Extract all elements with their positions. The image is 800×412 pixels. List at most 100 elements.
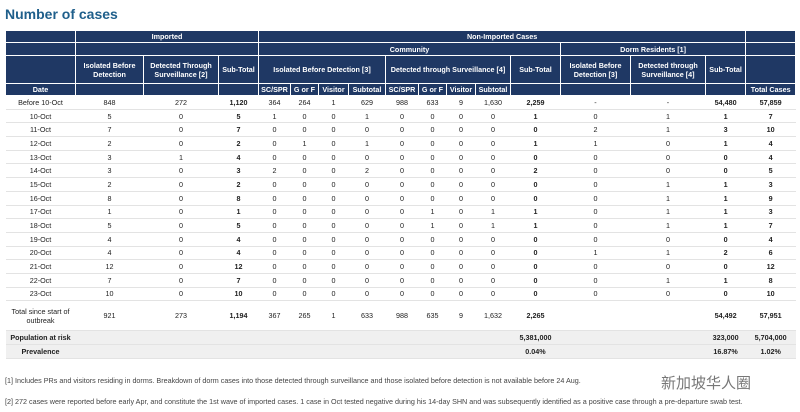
cell: 0 [560,163,631,179]
cell: 0 [143,205,219,220]
column-header: Date [5,83,76,96]
cell: 0 [318,273,349,288]
cell: 1 [705,273,746,288]
row-label: 21-Oct [5,259,76,274]
cell: 54,492 [705,300,746,332]
row-label: 17-Oct [5,205,76,220]
cell: 0 [143,287,219,302]
cell: 0 [560,177,631,192]
cell: 0 [560,205,631,220]
cell: 0 [446,287,476,302]
cell: 264 [290,95,319,110]
blank [258,330,291,346]
cell: 0 [290,246,319,261]
cell: 0 [475,122,511,138]
cell: 1 [630,246,706,261]
cell: 57,951 [745,300,796,332]
cell: 0 [348,259,386,274]
cell: 1 [318,95,349,110]
cell: 1 [630,218,706,233]
row-label: 19-Oct [5,232,76,247]
cell: 1 [510,205,561,220]
blank [290,330,319,346]
cell: 0 [143,177,219,192]
cell: 1 [143,150,219,165]
table-row: 17-Oct 1 0 1 0 0 0 0 0 1 0 1 1 0 1 1 3 [5,205,796,220]
cell: 1 [510,136,561,151]
cell: 0 [348,191,386,206]
cell: 0 [630,232,706,247]
cell: 0 [348,232,386,247]
cell: 0 [348,218,386,233]
cell: 635 [418,300,447,332]
blank [418,344,447,360]
cell: 10 [75,287,144,302]
cell: 1,194 [218,300,259,332]
cell: 0 [290,122,319,138]
cell: 2 [218,136,259,151]
cell: 1,632 [475,300,511,332]
cell: - [630,95,706,110]
cell: 848 [75,95,144,110]
cell: 0 [446,273,476,288]
row-label: 20-Oct [5,246,76,261]
cell: 10 [745,122,796,138]
cell: 367 [258,300,291,332]
cell: 5 [75,218,144,233]
cell: 1 [560,246,631,261]
cell: 0 [510,273,561,288]
blank [385,344,419,360]
cell: 4 [218,232,259,247]
cell: 7 [218,122,259,138]
column-header: Sub-Total [218,55,259,84]
cell: 0 [475,177,511,192]
cell: 0 [143,136,219,151]
cell: 921 [75,300,144,332]
cell: 0 [290,109,319,124]
cell: 0 [385,246,419,261]
cell: 629 [348,95,386,110]
cell: 0 [258,287,291,302]
cases-table: Imported Non-Imported Cases Community Dorm… [5,30,797,360]
cell: 0 [475,150,511,165]
cell: 0 [510,287,561,302]
cell: 0 [385,136,419,151]
cell: 1 [510,218,561,233]
cell: 0 [475,109,511,124]
table-row: 18-Oct 5 0 5 0 0 0 0 0 1 0 1 1 0 1 1 7 [5,218,796,233]
cell: 0 [385,273,419,288]
cell: 0 [290,273,319,288]
cell: 0 [560,218,631,233]
cell: 0 [318,122,349,138]
cell: 0 [705,163,746,179]
cell: 0 [348,122,386,138]
cell: 0 [418,287,447,302]
cell: 0 [318,191,349,206]
cell: 12 [75,259,144,274]
cell: 0 [510,246,561,261]
cell: 9 [745,191,796,206]
column-header: Subtotal [475,83,511,96]
cell: 4 [745,232,796,247]
column-header: G or F [290,83,319,96]
cell: 4 [745,136,796,151]
column-header: G or F [418,83,447,96]
blank [704,83,747,96]
blank [258,344,291,360]
blank [75,42,259,56]
cell: 0 [418,259,447,274]
cell: 7 [75,273,144,288]
watermark: 新加坡华人圈 [655,370,758,395]
cell: 0 [290,150,319,165]
cell: 0 [446,122,476,138]
cell: 0 [560,232,631,247]
column-header: Isolated Before Detection [3] [258,55,386,84]
cell: 0 [475,259,511,274]
row-label: 23-Oct [5,287,76,302]
cell: 0 [418,136,447,151]
cell: 0 [446,205,476,220]
cell: 0 [446,109,476,124]
title: Number of cases [5,6,118,22]
cell: 2,265 [510,300,561,332]
